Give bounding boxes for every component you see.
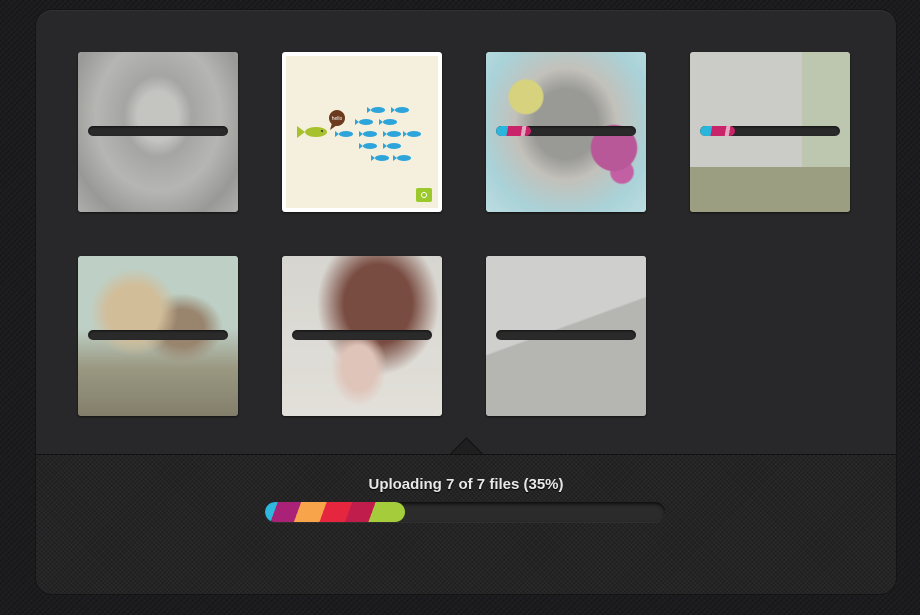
thumbnail-fish-hello[interactable]: hello	[282, 52, 442, 212]
upload-status-text: Uploading 7 of 7 files (35%)	[368, 476, 564, 493]
tile-progress-bar	[700, 126, 840, 136]
thumbnail-couple[interactable]	[78, 256, 238, 416]
tile-progress-bar	[496, 126, 636, 136]
thumbnail-illustration-face[interactable]	[486, 52, 646, 212]
overall-progress-fill	[265, 502, 405, 522]
tile-progress-bar	[88, 126, 228, 136]
overall-progress-bar	[265, 502, 665, 522]
thumbnail-road-bicycle[interactable]	[486, 256, 646, 416]
fish-illustration: hello	[297, 107, 421, 161]
thumbnail-flying-hair[interactable]	[282, 256, 442, 416]
tile-progress-bar	[496, 330, 636, 340]
thumbnail-grid: hello	[36, 10, 896, 454]
green-fish-icon	[297, 126, 327, 138]
upload-status-area: Uploading 7 of 7 files (35%)	[36, 454, 896, 594]
thumbnail-street-sign[interactable]	[690, 52, 850, 212]
upload-panel: hello	[36, 10, 896, 594]
speech-bubble-icon: hello	[329, 110, 345, 130]
tile-progress-bar	[292, 330, 432, 340]
tile-progress-bar	[88, 330, 228, 340]
camera-icon	[416, 188, 432, 202]
thumbnail-hooded-girl[interactable]	[78, 52, 238, 212]
blue-fish-school-icon	[335, 107, 421, 161]
svg-text:hello: hello	[332, 116, 343, 122]
photo-fish-hello: hello	[286, 56, 438, 208]
